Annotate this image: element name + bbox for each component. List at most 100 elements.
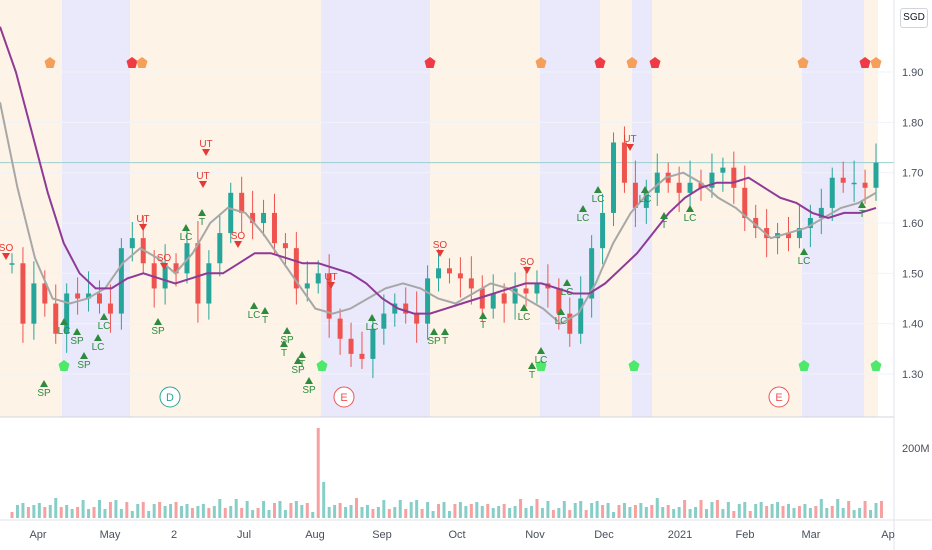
candle-body xyxy=(282,243,288,249)
volume-bar xyxy=(382,500,386,518)
volume-bar xyxy=(305,503,309,518)
candle-body xyxy=(293,248,299,289)
price-axis: 1.90 1.80 1.70 1.60 1.50 1.40 1.30 xyxy=(902,67,923,381)
signal-label: T xyxy=(661,220,667,231)
volume-bar xyxy=(163,506,167,518)
volume-bar xyxy=(141,502,145,518)
pentagon-marker xyxy=(628,360,640,371)
volume-bar xyxy=(37,503,41,518)
volume-bar xyxy=(513,506,517,518)
volume-bar xyxy=(240,508,244,518)
signal-label: LC xyxy=(592,194,605,205)
volume-bar xyxy=(398,500,402,518)
volume-bar xyxy=(568,510,572,518)
candle-body xyxy=(873,162,879,188)
volume-bar xyxy=(251,510,255,518)
volume-bar xyxy=(546,501,550,518)
signal-triangle-up xyxy=(800,248,808,255)
volume-bar xyxy=(437,504,441,518)
volume-bar xyxy=(650,505,654,518)
candle-body xyxy=(676,182,682,193)
volume-tick: 200M xyxy=(902,443,930,455)
signal-triangle-down xyxy=(523,267,531,274)
pentagon-marker xyxy=(535,360,547,371)
volume-bar xyxy=(196,506,200,518)
time-tick: Aug xyxy=(305,529,325,541)
candle-body xyxy=(709,172,715,188)
signal-triangle-up xyxy=(686,205,694,212)
candle-body xyxy=(578,298,584,334)
session-band xyxy=(62,0,130,417)
volume-bar xyxy=(540,508,544,518)
signal-triangle-down xyxy=(626,144,634,151)
volume-bar xyxy=(114,500,118,518)
candle-body xyxy=(414,313,420,324)
signal-label: LC xyxy=(518,312,531,323)
volume-bar xyxy=(601,505,605,518)
volume-bar xyxy=(54,498,58,518)
event-badge-circle xyxy=(159,386,181,408)
candle-body xyxy=(457,273,463,279)
candle-body xyxy=(228,192,234,234)
candle-body xyxy=(118,248,124,314)
volume-bar xyxy=(814,506,818,518)
volume-bar xyxy=(92,507,96,518)
volume-bar xyxy=(234,499,238,518)
signal-label: SO xyxy=(0,243,13,254)
candle-body xyxy=(840,177,846,183)
volume-bar xyxy=(289,503,293,518)
signal-triangle-up xyxy=(563,279,571,286)
volume-bar xyxy=(584,510,588,518)
volume-bar xyxy=(409,502,413,518)
signal-label: SP xyxy=(291,365,305,376)
volume-bar xyxy=(119,509,123,518)
candle-body xyxy=(567,313,573,334)
signal-triangle-up xyxy=(537,347,545,354)
volume-bar xyxy=(825,508,829,518)
signal-label: SP xyxy=(427,336,441,347)
candle-body xyxy=(64,293,70,334)
signal-triangle-up xyxy=(858,201,866,208)
time-tick: 2021 xyxy=(668,529,692,541)
volume-bar xyxy=(590,503,594,518)
volume-bar xyxy=(278,501,282,518)
candle-body xyxy=(436,268,442,279)
volume-bar xyxy=(464,506,468,518)
signal-label: LC xyxy=(98,321,111,332)
signal-triangle-up xyxy=(528,362,536,369)
candle-body xyxy=(162,263,168,289)
price-tick: 1.70 xyxy=(902,168,923,180)
candle-body xyxy=(818,207,824,218)
signal-label: LC xyxy=(684,213,697,224)
candle-body xyxy=(468,278,474,289)
signal-label: UT xyxy=(136,214,149,225)
signal-triangle-up xyxy=(280,340,288,347)
volume-bar xyxy=(316,428,320,518)
volume-bar xyxy=(491,508,495,518)
signal-triangle-up xyxy=(40,380,48,387)
candle-body xyxy=(315,273,321,284)
volume-bar xyxy=(551,510,555,518)
candle-body xyxy=(829,177,835,208)
signal-triangle-down xyxy=(199,181,207,188)
volume-bar xyxy=(519,499,523,518)
signal-label: T xyxy=(442,336,448,347)
candle-body xyxy=(326,273,332,319)
volume-bar xyxy=(130,511,134,518)
candle-body xyxy=(425,278,431,324)
signal-label: SP xyxy=(151,326,165,337)
time-tick: Apr xyxy=(29,529,46,541)
volume-bar xyxy=(480,506,484,518)
volume-bar xyxy=(15,505,19,518)
volume-bar xyxy=(185,504,189,518)
currency-button[interactable]: SGD xyxy=(900,8,928,28)
signal-triangle-down xyxy=(327,282,335,289)
signal-triangle-down xyxy=(234,241,242,248)
signal-triangle-up xyxy=(60,318,68,325)
volume-bar xyxy=(180,506,184,518)
signal-triangle-up xyxy=(198,209,206,216)
volume-bar xyxy=(371,509,375,518)
signal-label: SO xyxy=(433,240,448,251)
volume-bar xyxy=(699,500,703,518)
